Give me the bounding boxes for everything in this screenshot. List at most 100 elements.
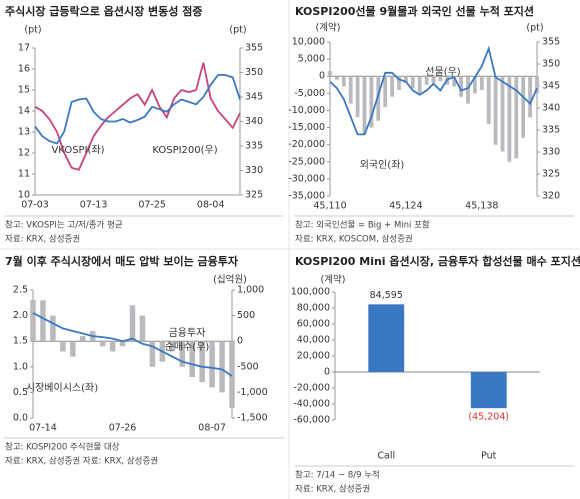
- y-tick-label: 13: [18, 127, 30, 138]
- bar: [229, 341, 235, 408]
- annotation: KOSPI200(우): [152, 144, 217, 156]
- bar: [535, 76, 539, 94]
- bar: [424, 76, 429, 85]
- bar: [417, 76, 422, 94]
- note: 자료: KRX, 삼성증권: [5, 234, 80, 245]
- bar: [486, 76, 491, 125]
- bar: [189, 341, 195, 378]
- x-tick-label: Put: [481, 451, 497, 462]
- y-axis-unit: (pt): [24, 25, 41, 36]
- y-tick-label: -20,000: [293, 383, 330, 394]
- y-tick-label: -35,000: [288, 191, 325, 202]
- bar: [328, 71, 332, 77]
- bar: [149, 341, 156, 367]
- bar: [507, 76, 512, 162]
- y2-tick-label: 330: [245, 165, 263, 176]
- chart-title: KOSPI200선물 9월물과 외국인 선물 누적 포지션: [295, 4, 534, 18]
- annotation: 시장베이시스(좌): [26, 382, 98, 394]
- bar: [119, 341, 126, 347]
- y-tick-label: -15,000: [288, 122, 325, 133]
- line-series: [329, 45, 538, 136]
- x-tick-label: 07-03: [21, 200, 49, 211]
- note: 자료: KRX, KOSCOM, 삼성증권: [295, 234, 413, 245]
- bar: [479, 76, 484, 90]
- annotation: 금융투자: [169, 327, 206, 339]
- y-tick-label: 0: [319, 71, 325, 82]
- note: 참고: KOSPI200 주식현물 대상: [5, 442, 120, 453]
- y-tick-label: 1.5: [13, 336, 28, 347]
- bar: [521, 76, 526, 138]
- bar: [383, 76, 388, 108]
- y-tick-label: 40,000: [297, 335, 330, 346]
- chart-title: 7월 이후 주식시장에서 매도 압박 보이는 금융투자: [5, 254, 239, 268]
- bar: [528, 76, 532, 118]
- bar: [410, 76, 415, 89]
- y2-tick-label: 335: [245, 141, 263, 152]
- y-tick-label: 2.5: [13, 285, 28, 296]
- bar: [169, 341, 176, 352]
- y2-tick-label: -1,000: [237, 387, 268, 398]
- x-tick-label: 45,110: [313, 201, 346, 212]
- y-tick-label: 2.0: [13, 310, 28, 321]
- y2-axis-unit: (십억원): [213, 274, 247, 286]
- bar: [60, 341, 66, 352]
- bar: [431, 76, 436, 84]
- annotation: 외국인(좌): [360, 159, 405, 171]
- y-tick-label: -30,000: [288, 173, 325, 184]
- y2-tick-label: 345: [245, 92, 263, 103]
- y-tick-label: 16: [18, 64, 30, 75]
- y2-tick-label: 325: [245, 190, 263, 201]
- bar: [438, 76, 443, 82]
- bar: [390, 76, 394, 97]
- bar: [80, 336, 86, 342]
- y2-tick-label: 325: [542, 169, 560, 180]
- x-tick-label: 45,138: [465, 201, 498, 212]
- annotation: VKOSPI(좌): [51, 144, 104, 156]
- y-axis-unit: (계약): [316, 22, 341, 34]
- x-tick-label: 07-26: [109, 423, 137, 434]
- bar: [368, 304, 405, 372]
- y2-tick-label: 345: [542, 81, 560, 92]
- line-series: [34, 62, 241, 171]
- y-tick-label: 10,000: [292, 37, 325, 48]
- note: 참고: 7/14 ~ 8/9 누적: [295, 470, 380, 481]
- x-tick-label: 08-07: [198, 423, 226, 434]
- bar: [70, 341, 76, 357]
- y2-tick-label: 355: [542, 37, 560, 48]
- y-tick-label: 0.5: [13, 387, 28, 398]
- bar: [470, 372, 507, 409]
- y-tick-label: -40,000: [293, 399, 330, 410]
- bar: [199, 341, 205, 383]
- y-tick-label: 60,000: [297, 319, 330, 330]
- y2-axis-unit: (pt): [526, 23, 543, 34]
- y2-tick-label: 350: [542, 59, 560, 70]
- y-axis-unit: (계약): [321, 274, 346, 286]
- bar: [341, 76, 346, 87]
- y2-tick-label: 320: [542, 191, 560, 202]
- y-tick-label: 5,000: [298, 54, 325, 65]
- x-tick-label: 07-25: [138, 200, 166, 211]
- bar: [362, 76, 367, 135]
- y2-tick-label: -1,500: [237, 413, 268, 424]
- bar: [348, 76, 353, 104]
- y-tick-label: -10,000: [288, 105, 325, 116]
- y2-tick-label: 500: [237, 310, 255, 321]
- y-tick-label: 0: [324, 367, 330, 378]
- y-tick-label: 0.0: [13, 413, 28, 424]
- note: 자료: KRX, 삼성증권: [295, 484, 370, 495]
- y-tick-label: -60,000: [293, 415, 330, 426]
- y-tick-label: 12: [18, 148, 30, 159]
- bar: [179, 341, 185, 367]
- bar: [493, 76, 498, 145]
- y-tick-label: 15: [18, 85, 30, 96]
- y-tick-label: -5,000: [294, 88, 325, 99]
- chart-title: KOSPI200 Mini 옵션시장, 금융투자 합성선물 매수 포지션: [295, 254, 580, 268]
- y2-tick-label: 350: [245, 67, 263, 78]
- x-tick-label: Call: [377, 451, 395, 462]
- y2-tick-label: 335: [542, 125, 560, 136]
- x-tick-label: 08-04: [197, 200, 225, 211]
- line-series: [32, 312, 233, 377]
- bar: [473, 76, 477, 94]
- bar: [99, 341, 106, 347]
- bar: [355, 76, 360, 118]
